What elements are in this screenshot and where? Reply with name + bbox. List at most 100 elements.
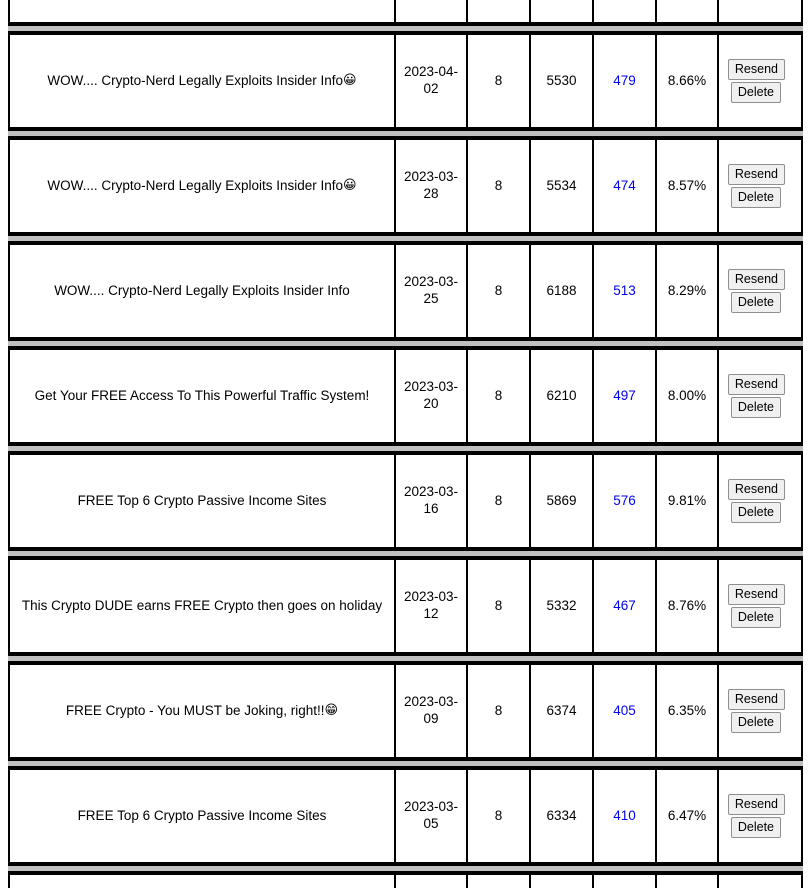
- campaign-date-cell: 2023-03-25: [396, 245, 468, 337]
- table-row: FREE Crypto - You MUST be Joking, right!…: [8, 663, 803, 759]
- campaign-opens-cell: 405: [594, 665, 657, 757]
- campaign-opens-cell: 410: [594, 770, 657, 862]
- delete-button[interactable]: Delete: [730, 817, 781, 838]
- campaign-date-cell: 2023-04-02: [396, 35, 468, 127]
- row-separator: [8, 864, 803, 873]
- campaign-opens-link[interactable]: 479: [613, 72, 636, 88]
- resend-button[interactable]: Resend: [727, 269, 785, 290]
- campaign-emails-cell: 5534: [531, 140, 594, 232]
- resend-button[interactable]: Resend: [727, 479, 785, 500]
- campaign-opens-link[interactable]: 405: [613, 702, 636, 718]
- campaign-open-rate-cell: 6.47%: [657, 770, 719, 862]
- campaign-opens-link[interactable]: 513: [613, 282, 636, 298]
- resend-button[interactable]: Resend: [727, 794, 785, 815]
- delete-button[interactable]: Delete: [730, 292, 781, 313]
- campaign-emails-cell: 6358: [531, 875, 594, 888]
- table-row: [8, 0, 803, 24]
- campaign-subject-text: WOW.... Crypto-Nerd Legally Exploits Ins…: [54, 282, 350, 298]
- campaign-open-rate-cell: 8.29%: [657, 245, 719, 337]
- campaign-opens-cell: 467: [594, 560, 657, 652]
- delete-button[interactable]: Delete: [730, 607, 781, 628]
- campaign-opens-cell: 474: [594, 140, 657, 232]
- delete-button[interactable]: Delete: [730, 712, 781, 733]
- row-separator: [8, 129, 803, 138]
- delete-button[interactable]: Delete: [730, 187, 781, 208]
- resend-button[interactable]: Resend: [727, 59, 785, 80]
- campaign-subject-text: FREE Top 6 Crypto Passive Income Sites: [77, 492, 327, 508]
- resend-button[interactable]: Resend: [727, 374, 785, 395]
- campaign-open-rate-cell: 6.35%: [657, 665, 719, 757]
- campaign-subject-cell: Congrats, Over 8000 FREE Laser Targeted …: [10, 875, 396, 888]
- campaign-sends-cell: 8: [468, 560, 531, 652]
- row-separator: [8, 759, 803, 768]
- campaign-opens-cell: 497: [594, 350, 657, 442]
- campaign-subject-cell: FREE Top 6 Crypto Passive Income Sites: [10, 770, 396, 862]
- campaign-subject-cell: Get Your FREE Access To This Powerful Tr…: [10, 350, 396, 442]
- campaign-opens-link[interactable]: 474: [613, 177, 636, 193]
- campaign-date-cell: 2023-03-09: [396, 665, 468, 757]
- row-separator: [8, 549, 803, 558]
- campaign-emails-cell: 5332: [531, 560, 594, 652]
- campaign-actions-cell: [719, 0, 791, 22]
- campaign-sends-cell: 8: [468, 245, 531, 337]
- subject-emoji-icon: 😁: [324, 702, 339, 718]
- row-separator: [8, 24, 803, 33]
- campaign-sends-cell: 8: [468, 35, 531, 127]
- campaign-emails-cell: 6188: [531, 245, 594, 337]
- campaign-opens-link[interactable]: 576: [613, 492, 636, 508]
- campaign-opens-cell: 479: [594, 35, 657, 127]
- campaign-opens-link[interactable]: 467: [613, 597, 636, 613]
- table-row: WOW.... Crypto-Nerd Legally Exploits Ins…: [8, 33, 803, 129]
- campaign-subject-text: WOW.... Crypto-Nerd Legally Exploits Ins…: [47, 72, 344, 88]
- campaign-subject-text: FREE Crypto - You MUST be Joking, right!…: [65, 702, 325, 718]
- campaign-opens-cell: [594, 0, 657, 22]
- delete-button[interactable]: Delete: [730, 502, 781, 523]
- campaign-sends-cell: 8: [468, 770, 531, 862]
- campaign-emails-cell: 5530: [531, 35, 594, 127]
- table-row: FREE Top 6 Crypto Passive Income Sites 20…: [8, 768, 803, 864]
- row-separator: [8, 234, 803, 243]
- campaign-open-rate-cell: 6.64%: [657, 875, 719, 888]
- campaign-opens-link[interactable]: 497: [613, 387, 636, 403]
- table-row: Congrats, Over 8000 FREE Laser Targeted …: [8, 873, 803, 888]
- campaign-open-rate-cell: [657, 0, 719, 22]
- campaign-open-rate-cell: 8.57%: [657, 140, 719, 232]
- campaign-date-cell: 2023-03-20: [396, 350, 468, 442]
- resend-button[interactable]: Resend: [727, 164, 785, 185]
- campaign-sends-cell: 8: [468, 665, 531, 757]
- campaign-subject-text: This Crypto DUDE earns FREE Crypto then …: [21, 597, 383, 613]
- campaign-emails-cell: 6334: [531, 770, 594, 862]
- campaign-date-cell: 2023-03-28: [396, 140, 468, 232]
- subject-emoji-icon: 😀: [343, 72, 357, 88]
- row-separator: [8, 444, 803, 453]
- campaign-sends-cell: 8: [468, 875, 531, 888]
- resend-button[interactable]: Resend: [727, 689, 785, 710]
- row-separator: [8, 654, 803, 663]
- campaign-date-cell: 2023-03-05: [396, 770, 468, 862]
- campaign-subject-text: WOW.... Crypto-Nerd Legally Exploits Ins…: [47, 177, 344, 193]
- delete-button[interactable]: Delete: [730, 397, 781, 418]
- campaign-subject-text: Get Your FREE Access To This Powerful Tr…: [34, 387, 370, 403]
- campaign-subject-cell: WOW.... Crypto-Nerd Legally Exploits Ins…: [10, 245, 396, 337]
- campaign-open-rate-cell: 9.81%: [657, 455, 719, 547]
- campaign-opens-cell: 576: [594, 455, 657, 547]
- campaign-emails-cell: 6374: [531, 665, 594, 757]
- campaign-emails-cell: 5869: [531, 455, 594, 547]
- table-row: This Crypto DUDE earns FREE Crypto then …: [8, 558, 803, 654]
- campaign-sends-cell: 8: [468, 140, 531, 232]
- campaign-sends-cell: [468, 0, 531, 22]
- campaign-opens-link[interactable]: 410: [613, 807, 636, 823]
- campaign-subject-cell: FREE Top 6 Crypto Passive Income Sites: [10, 455, 396, 547]
- delete-button[interactable]: Delete: [730, 82, 781, 103]
- campaign-emails-cell: 6210: [531, 350, 594, 442]
- resend-button[interactable]: Resend: [727, 584, 785, 605]
- campaign-date-cell: [396, 0, 468, 22]
